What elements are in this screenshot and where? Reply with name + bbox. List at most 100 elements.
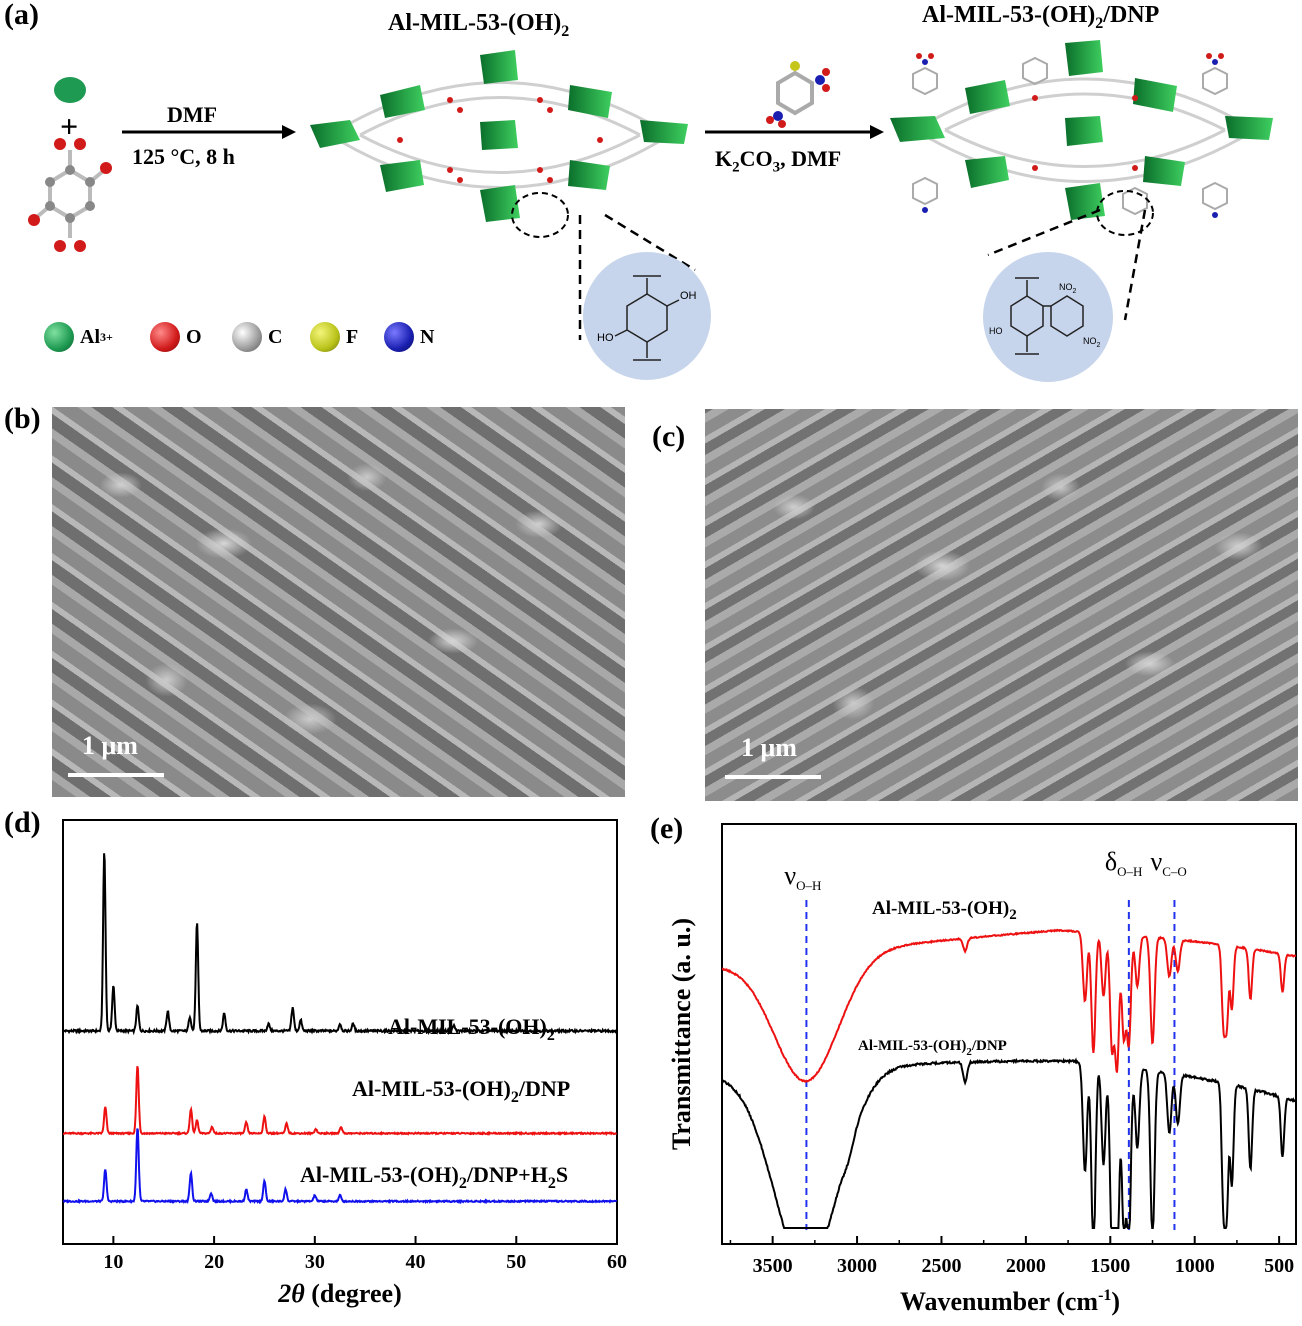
xrd-x-tick-label: 60 xyxy=(607,1251,627,1273)
sem-image-b: 1 μm xyxy=(52,407,625,797)
scale-bar-b xyxy=(68,773,164,777)
ftir-x-tick-label: 3500 xyxy=(753,1255,793,1277)
sem-image-c: 1 μm xyxy=(705,409,1298,801)
xrd-x-axis-label: 2θ (degree) xyxy=(277,1279,401,1308)
legend-al-sup: 3+ xyxy=(100,329,113,344)
step2-label: K2CO3, DMF xyxy=(715,146,841,176)
xrd-series-label: Al-MIL-53-(OH)2 xyxy=(388,1014,555,1044)
ftir-chart: 3500 3000 2500 2000 1500 1000 500 νO–H δO–H νC–O… xyxy=(667,823,1297,1316)
panel-e-label: (e) xyxy=(650,812,684,845)
ftir-x-tick-label: 1500 xyxy=(1090,1255,1130,1277)
legend-c: C xyxy=(232,322,282,352)
step2-k-sub: 2 xyxy=(732,159,740,176)
step2-suffix: , DMF xyxy=(780,146,842,171)
xrd-plot-frame xyxy=(62,819,618,1245)
step2-co: CO xyxy=(739,146,773,171)
inset1-ho-label: HO xyxy=(597,332,614,344)
ftir-series-line xyxy=(721,928,1296,1083)
inset2-no-sub-1: 2 xyxy=(1072,287,1077,295)
inset2-no2-top: NO2 xyxy=(1059,282,1076,295)
xrd-series-label: Al-MIL-53-(OH)2/DNP+H2S xyxy=(300,1162,568,1192)
ftir-x-axis-label-end: ) xyxy=(1111,1287,1120,1316)
ftir-x-tick-label: 500 xyxy=(1264,1255,1294,1277)
ftir-annotation-label: δO–H xyxy=(1105,847,1143,879)
ftir-series-label: Al-MIL-53-(OH)2/DNP xyxy=(858,1038,1007,1058)
legend-n: N xyxy=(384,322,434,352)
ftir-series-line xyxy=(721,1057,1297,1229)
xrd-x-tick-label: 50 xyxy=(506,1251,526,1273)
zoom-lines-1 xyxy=(578,213,696,340)
step2-k: K xyxy=(715,146,733,171)
plus-sign: + xyxy=(60,108,79,144)
xrd-series-line xyxy=(62,1066,617,1137)
xrd-x-tick-label: 40 xyxy=(406,1251,426,1273)
ftir-x-axis-label-sup: -1 xyxy=(1098,1287,1111,1304)
o-sphere-icon xyxy=(150,322,180,352)
zoom-lines-2 xyxy=(987,208,1147,321)
panel-c-label: (c) xyxy=(652,420,686,453)
mof-dnp-title: Al-MIL-53-(OH)2/DNP xyxy=(922,2,1159,33)
ftir-annotation-label: νO–H xyxy=(784,861,821,893)
legend-n-text: N xyxy=(420,325,435,348)
reaction-arrow-1 xyxy=(122,125,296,139)
legend-al: Al 3+ xyxy=(44,322,113,352)
xrd-x-tick-label: 30 xyxy=(305,1251,325,1273)
xrd-chart: 10 20 30 40 50 60 Al-MIL-53-(OH)2 Al-MIL-53-(O… xyxy=(62,819,627,1308)
mof-title-sub: 2 xyxy=(561,22,570,40)
linker-molecule xyxy=(36,150,104,238)
linker-inset-2: NO2 HO NO2 xyxy=(983,252,1113,382)
inset2-no-sub-2: 2 xyxy=(1096,341,1101,349)
xrd-x-tick-label: 10 xyxy=(103,1251,123,1273)
xrd-series-line xyxy=(62,1128,618,1205)
panel-a-label: (a) xyxy=(4,0,39,31)
mof-dnp-title-suffix: /DNP xyxy=(1103,2,1160,28)
mof-title: Al-MIL-53-(OH)2 xyxy=(388,10,569,41)
f-sphere-icon xyxy=(310,322,340,352)
ftir-x-axis-label-text: Wavenumber (cm xyxy=(900,1287,1098,1316)
ftir-annotation-label: νC–O xyxy=(1150,847,1186,879)
inset1-oh-label: OH xyxy=(680,290,697,302)
al-ion-sphere xyxy=(54,77,86,103)
mof-dnp-framework-graphic xyxy=(890,40,1273,236)
scale-bar-c xyxy=(725,775,821,779)
ftir-x-axis-label: Wavenumber (cm-1) xyxy=(900,1287,1120,1316)
step1-top-label: DMF xyxy=(167,102,218,127)
ftir-series-label: Al-MIL-53-(OH)2 xyxy=(872,898,1017,923)
mof-dnp-title-text: Al-MIL-53-(OH) xyxy=(922,2,1096,28)
ftir-y-axis-label: Transmittance (a. u.) xyxy=(667,918,696,1150)
step1-bottom-label: 125 °C, 8 h xyxy=(132,144,235,169)
ftir-x-tick-label: 1000 xyxy=(1175,1255,1215,1277)
ftir-x-tick-label: 2500 xyxy=(921,1255,961,1277)
ftir-plot-frame xyxy=(721,823,1297,1245)
dnp-reagent-molecule xyxy=(766,61,830,128)
inset2-no2-bottom: NO2 xyxy=(1083,336,1100,349)
legend-f: F xyxy=(310,322,358,352)
mof-title-text: Al-MIL-53-(OH) xyxy=(388,10,562,36)
legend-c-text: C xyxy=(268,325,283,348)
panel-b-label: (b) xyxy=(4,402,41,435)
linker-inset-1: OH HO xyxy=(583,252,711,380)
xrd-series-line xyxy=(62,853,618,1036)
step2-co-sub: 3 xyxy=(772,159,781,176)
mof-framework-graphic xyxy=(310,50,688,238)
legend-o: O xyxy=(150,322,202,352)
xrd-series-label: Al-MIL-53-(OH)2/DNP xyxy=(352,1076,570,1106)
inset2-no-1: NO xyxy=(1059,282,1073,292)
xrd-x-axis-label-italic: 2θ xyxy=(277,1279,305,1308)
inset2-no-2: NO xyxy=(1083,336,1097,346)
ftir-x-tick-label: 3000 xyxy=(837,1255,877,1277)
mof-dnp-title-sub: 2 xyxy=(1095,14,1104,32)
panel-d-label: (d) xyxy=(4,806,41,839)
legend-o-text: O xyxy=(186,325,202,348)
inset2-ho-label: HO xyxy=(989,326,1003,336)
reactants-graphic xyxy=(28,77,112,252)
xrd-x-tick-label: 20 xyxy=(204,1251,224,1273)
legend-f-text: F xyxy=(346,325,359,348)
legend-al-text: Al xyxy=(80,325,100,348)
c-sphere-icon xyxy=(232,322,262,352)
scale-label-c: 1 μm xyxy=(741,733,797,762)
xrd-x-axis-label-text: (degree) xyxy=(305,1279,402,1308)
scale-label-b: 1 μm xyxy=(82,731,138,760)
n-sphere-icon xyxy=(384,322,414,352)
reaction-arrow-2 xyxy=(705,125,884,139)
